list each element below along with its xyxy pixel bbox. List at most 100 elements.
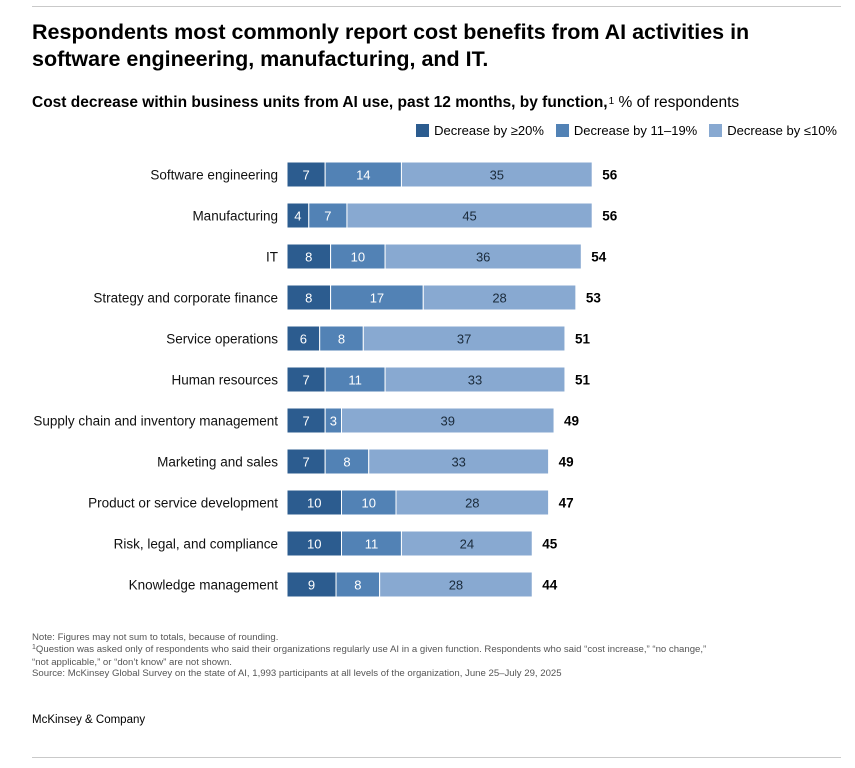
category-label: Human resources: [171, 373, 278, 388]
bar-seg-10-or-less: [422, 284, 577, 311]
data-label-seg-20-plus: 8: [305, 291, 312, 306]
bar-seg-10-or-less: [395, 489, 550, 516]
bar-seg-11-19: [319, 325, 364, 352]
data-label-seg-10-or-less: 35: [490, 168, 504, 183]
bar-seg-11-19: [324, 366, 386, 393]
bar-seg-20-plus: [286, 530, 342, 557]
source-note: Source: McKinsey Global Survey on the st…: [32, 668, 562, 680]
brand-logo-text: McKinsey & Company: [32, 714, 146, 726]
data-label-seg-11-19: 8: [338, 332, 345, 347]
category-label: Marketing and sales: [157, 455, 278, 470]
data-label-seg-20-plus: 7: [302, 455, 309, 470]
note-rounding: Note: Figures may not sum to totals, bec…: [32, 632, 279, 643]
bar-seg-20-plus: [286, 161, 326, 188]
bar-seg-20-plus: [286, 489, 342, 516]
data-label-seg-20-plus: 10: [307, 537, 321, 552]
bar-seg-20-plus: [286, 284, 332, 311]
bar-seg-11-19: [324, 161, 402, 188]
bar-seg-20-plus: [286, 407, 326, 434]
data-label-seg-11-19: 3: [330, 414, 337, 429]
legend-swatch-10-or-less: [709, 124, 723, 137]
chart-notes: Note: Figures may not sum to totals, bec…: [32, 632, 832, 680]
legend-label-10-or-less: Decrease by ≤10%: [727, 123, 837, 138]
bar-seg-10-or-less: [368, 448, 550, 475]
data-label-seg-10-or-less: 28: [492, 291, 506, 306]
bar-seg-10-or-less: [379, 571, 533, 598]
category-label: Knowledge management: [129, 578, 279, 593]
data-label-seg-11-19: 7: [324, 209, 331, 224]
legend-label-11-19: Decrease by 11–19%: [573, 123, 698, 138]
subtitle-main: Cost decrease within business units from…: [32, 94, 608, 111]
category-label: Strategy and corporate finance: [93, 291, 278, 306]
total-label: 51: [575, 332, 591, 347]
total-label: 47: [559, 496, 574, 511]
data-label-seg-10-or-less: 28: [449, 578, 463, 593]
bar-seg-20-plus: [286, 243, 332, 270]
legend-item-10-or-less: Decrease by ≤10%: [709, 123, 837, 138]
data-label-seg-20-plus: 6: [300, 332, 307, 347]
data-label-seg-11-19: 11: [348, 373, 362, 388]
legend-label-20-plus: Decrease by ≥20%: [434, 123, 544, 138]
data-label-seg-10-or-less: 33: [468, 373, 482, 388]
category-label: Software engineering: [150, 168, 278, 183]
data-label-seg-11-19: 8: [343, 455, 350, 470]
data-label-seg-10-or-less: 33: [451, 455, 465, 470]
bar-seg-11-19: [341, 530, 402, 557]
data-label-seg-11-19: 10: [362, 496, 376, 511]
data-label-seg-20-plus: 7: [302, 168, 309, 183]
bar-seg-10-or-less: [346, 202, 593, 229]
subtitle-unit: % of respondents: [614, 94, 740, 111]
data-label-seg-10-or-less: 37: [457, 332, 471, 347]
total-label: 54: [591, 250, 607, 265]
footnote-1-line2: “not applicable,” or “don’t know” are no…: [32, 656, 232, 668]
data-label-seg-11-19: 11: [365, 537, 379, 552]
bar-seg-11-19: [330, 284, 424, 311]
data-label-seg-20-plus: 4: [294, 209, 301, 224]
data-label-seg-11-19: 14: [356, 168, 370, 183]
data-label-seg-10-or-less: 24: [460, 537, 474, 552]
data-label-seg-20-plus: 7: [302, 373, 309, 388]
total-label: 49: [559, 455, 574, 470]
bar-seg-10-or-less: [362, 325, 566, 352]
legend-swatch-20-plus: [416, 124, 430, 137]
legend: Decrease by ≥20% Decrease by 11–19% Decr…: [404, 123, 837, 138]
bar-row: Strategy and corporate finance 8 17 28 53: [93, 284, 602, 311]
bar-row: Service operations 6 8 37 51: [166, 325, 591, 352]
data-label-seg-20-plus: 9: [308, 578, 315, 593]
bar-seg-11-19: [308, 202, 348, 229]
bar-row: IT 8 10 36 54: [266, 243, 607, 270]
total-label: 49: [564, 414, 579, 429]
total-label: 56: [602, 209, 618, 224]
bar-seg-10-or-less: [400, 530, 533, 557]
data-label-seg-10-or-less: 45: [462, 209, 476, 224]
chart-title: Respondents most commonly report cost be…: [32, 20, 750, 71]
legend-item-20-plus: Decrease by ≥20%: [416, 123, 544, 138]
data-label-seg-20-plus: 7: [302, 414, 309, 429]
bar-seg-20-plus: [286, 366, 326, 393]
data-label-seg-10-or-less: 36: [476, 250, 490, 265]
subtitle-footnote-ref: 1: [608, 96, 615, 107]
total-label: 45: [542, 537, 558, 552]
total-label: 44: [542, 578, 558, 593]
bar-seg-20-plus: [286, 571, 337, 598]
bar-row: Knowledge management 9 8 28 44: [129, 571, 558, 598]
bar-seg-11-19: [335, 571, 381, 598]
bar-row: Product or service development 10 10 28 47: [88, 489, 574, 516]
legend-item-11-19: Decrease by 11–19%: [555, 123, 698, 138]
category-label: Risk, legal, and compliance: [114, 537, 278, 552]
category-label: IT: [266, 250, 278, 265]
data-label-seg-10-or-less: 28: [465, 496, 479, 511]
footnote-mark: 1: [32, 643, 36, 651]
chart-subtitle: Cost decrease within business units from…: [32, 93, 842, 115]
category-label: Product or service development: [88, 496, 278, 511]
bar-row: Manufacturing 4 7 45 56: [192, 202, 618, 229]
legend-swatch-11-19: [555, 124, 569, 137]
bar-seg-20-plus: [286, 325, 321, 352]
category-label: Service operations: [166, 332, 278, 347]
total-label: 53: [586, 291, 602, 306]
category-label: Manufacturing: [192, 209, 278, 224]
bar-row: Supply chain and inventory management 7 3 3…: [33, 407, 579, 434]
total-label: 56: [602, 168, 618, 183]
total-label: 51: [575, 373, 591, 388]
bar-row: Risk, legal, and compliance 10 11 24 45: [114, 530, 558, 557]
